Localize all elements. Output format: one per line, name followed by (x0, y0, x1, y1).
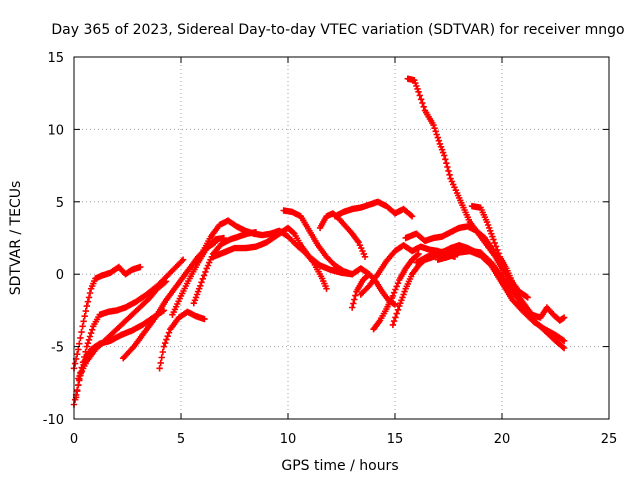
grid (74, 57, 609, 419)
series-sat-10 (209, 224, 356, 278)
x-tick-label: 20 (494, 432, 511, 447)
marker-trace (468, 202, 568, 324)
x-tick-label: 5 (177, 432, 185, 447)
y-tick-label: 5 (56, 196, 64, 211)
marker-trace (156, 308, 208, 372)
series-sat-21 (468, 202, 568, 324)
y-tick-label: 10 (47, 123, 64, 138)
x-axis-title: GPS time / hours (281, 458, 398, 474)
x-tick-label: 10 (280, 432, 297, 447)
series-layer (70, 75, 568, 408)
y-tick-label: -10 (43, 413, 64, 428)
series-sat-13 (331, 198, 416, 220)
chart-title: Day 365 of 2023, Sidereal Day-to-day VTE… (51, 22, 624, 38)
marker-trace (370, 250, 422, 333)
series-sat-3 (72, 256, 187, 401)
marker-trace (72, 256, 187, 401)
x-tick-label: 15 (387, 432, 404, 447)
y-axis-title: SDTVAR / TECUs (8, 181, 24, 296)
marker-trace (75, 278, 170, 382)
y-tick-label: -5 (51, 341, 64, 356)
plot-frame (73, 56, 610, 420)
marker-trace (413, 246, 568, 344)
x-tick-label: 0 (70, 432, 78, 447)
marker-trace (280, 207, 373, 278)
y-tick-label: 15 (47, 51, 64, 66)
marker-trace (331, 198, 416, 220)
x-tick-label: 25 (601, 432, 618, 447)
ticks: 0 5 10 15 20 25 -10 -5 0 5 10 15 (43, 51, 618, 447)
series-sat-4 (75, 278, 170, 382)
y-tick-label: 0 (56, 268, 64, 283)
series-sat-8 (190, 229, 260, 307)
series-sat-15 (370, 250, 422, 333)
series-sat-11 (280, 207, 373, 278)
marker-trace (209, 224, 356, 278)
series-sat-6 (156, 308, 208, 372)
marker-trace (190, 229, 260, 307)
series-sat-22 (413, 246, 568, 344)
